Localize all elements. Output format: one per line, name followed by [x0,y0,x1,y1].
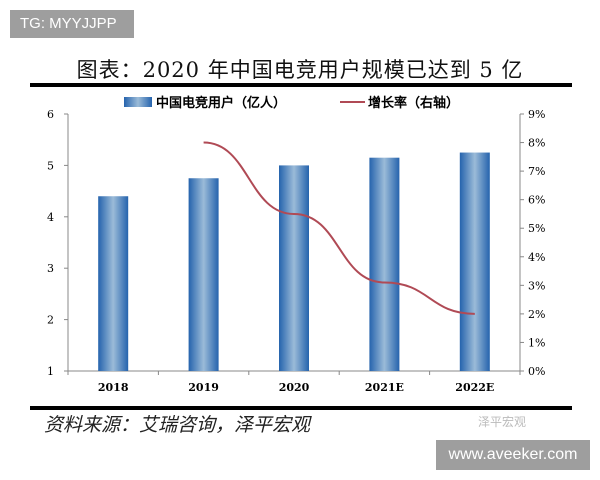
x-tick-label: 2022E [455,381,494,394]
bar [459,152,490,371]
right-tick-label: 7% [528,165,545,178]
left-tick-label: 1 [47,365,54,378]
legend-bar-label: 中国电竞用户（亿人） [156,95,286,111]
left-tick-label: 5 [47,159,54,172]
source-note: 资料来源：艾瑞咨询，泽平宏观 [44,414,311,436]
bar [369,157,400,371]
legend-bar-swatch [124,97,152,107]
bar [279,165,309,371]
right-tick-label: 2% [528,308,545,321]
top-rule [30,83,572,87]
x-tick-label: 2019 [188,381,219,394]
left-tick-label: 6 [47,108,54,121]
chart-title: 图表：2020 年中国电竞用户规模已达到 5 亿 [76,58,524,82]
legend-line-label: 增长率（右轴） [368,95,459,111]
left-tick-label: 3 [47,262,54,275]
right-tick-label: 1% [528,336,545,349]
wechat-watermark: 泽平宏观 [478,415,527,429]
growth-line [203,141,475,315]
watermark-bottom: www.aveeker.com [436,440,590,470]
watermark-top: TG: MYYJJPP [10,10,134,38]
bottom-rule [30,406,572,410]
x-tick-label: 2021E [365,381,404,394]
bar [98,196,129,371]
legend: 中国电竞用户（亿人） 增长率（右轴） [124,95,459,111]
x-tick-label: 2018 [98,381,129,394]
left-tick-label: 4 [47,211,54,224]
left-tick-label: 2 [47,314,54,327]
right-tick-label: 9% [528,108,545,121]
right-tick-label: 8% [528,137,545,150]
right-tick-label: 4% [528,251,545,264]
bar [188,178,219,371]
right-tick-label: 6% [528,194,545,207]
right-tick-label: 3% [528,279,545,292]
right-tick-label: 5% [528,222,545,235]
right-tick-label: 0% [528,365,545,378]
x-tick-label: 2020 [279,381,310,394]
